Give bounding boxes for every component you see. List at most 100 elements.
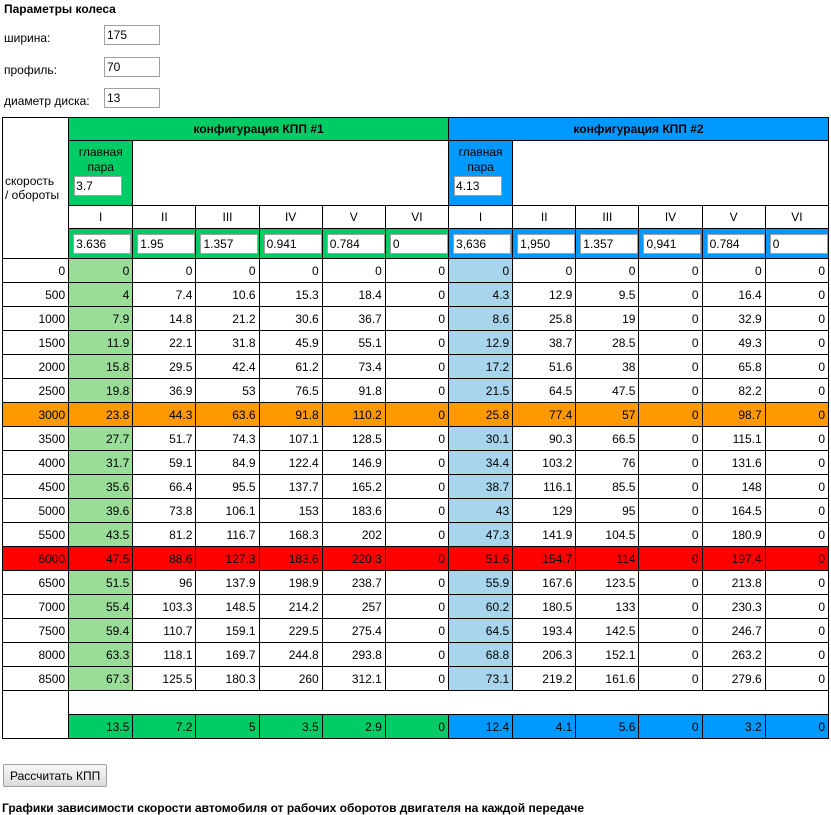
speed-cell: 51.7 xyxy=(132,426,197,451)
config1-gear-ratio-input[interactable] xyxy=(263,233,322,254)
config2-gear-ratio-input[interactable] xyxy=(706,233,765,254)
config1-main-pair-input[interactable] xyxy=(74,176,123,196)
footer-cell: 7.2 xyxy=(132,714,197,739)
table-row: 500 4 7.4 10.6 15.3 18.4 0 4.3 12.9 9.5 0 16.4 0 xyxy=(1,282,830,307)
speed-cell: 137.7 xyxy=(258,474,323,499)
speed-cell: 148.5 xyxy=(195,594,260,619)
config2-gear-ratio-input[interactable] xyxy=(580,233,638,254)
footer-cell: 0 xyxy=(384,714,450,739)
rpm-cell: 5500 xyxy=(1,522,70,547)
profile-label: профиль: xyxy=(4,63,58,77)
speed-cell: 116.7 xyxy=(195,522,260,547)
table-row: 1000 7.9 14.8 21.2 30.6 36.7 0 8.6 25.8 19 0 32.9 0 xyxy=(1,306,830,331)
speed-cell: 0 xyxy=(384,642,450,667)
gear-2-label: V xyxy=(701,205,766,229)
config1-gear-ratio-input[interactable] xyxy=(73,233,132,254)
footer-cell: 4.1 xyxy=(512,714,577,739)
config1-gear-ratio-input[interactable] xyxy=(137,233,195,254)
speed-cell: 95 xyxy=(575,498,640,523)
footer-cell: 2.9 xyxy=(321,714,386,739)
speed-cell: 0 xyxy=(764,546,830,571)
speed-cell: 68.8 xyxy=(448,642,514,667)
profile-input[interactable] xyxy=(104,57,160,77)
speed-cell: 38.7 xyxy=(512,330,577,355)
speed-cell: 180.9 xyxy=(701,522,766,547)
config2-blank xyxy=(512,140,829,206)
speed-cell: 73.8 xyxy=(132,498,197,523)
gear-ratio-cell xyxy=(384,228,450,259)
speed-cell: 0 xyxy=(384,330,450,355)
speed-cell: 82.2 xyxy=(701,378,766,403)
footer-cell: 0 xyxy=(638,714,703,739)
table-row: 5000 39.6 73.8 106.1 153 183.6 0 43 129 95 0 164.5 0 xyxy=(1,498,830,523)
gear-2-label: I xyxy=(448,205,514,229)
config1-gear-ratio-input[interactable] xyxy=(200,233,259,254)
speed-cell: 67.3 xyxy=(68,666,134,691)
speed-cell: 15.3 xyxy=(258,282,323,307)
config2-gear-ratio-input[interactable] xyxy=(769,233,828,254)
width-input[interactable] xyxy=(104,25,160,45)
footer-label-cell xyxy=(1,714,70,739)
speed-cell: 32.9 xyxy=(701,306,766,331)
gear-1-label: I xyxy=(68,205,134,229)
config2-gear-ratio-input[interactable] xyxy=(517,233,575,254)
speed-cell: 0 xyxy=(638,618,703,643)
speed-cell: 146.9 xyxy=(321,450,386,475)
table-row: 4000 31.7 59.1 84.9 122.4 146.9 0 34.4 103.2 76 0 1… xyxy=(1,450,830,475)
table-row: 6000 47.5 88.6 127.3 183.6 220.3 0 51.6 154.7 114… xyxy=(1,546,830,571)
footer-cell: 12.4 xyxy=(448,714,514,739)
gear-ratio-cell xyxy=(195,228,260,259)
rim-diameter-input[interactable] xyxy=(104,88,160,108)
rim-diameter-label: диаметр диска: xyxy=(4,94,90,108)
calculate-gearbox-button[interactable]: Рассчитать КПП xyxy=(3,764,108,787)
speed-cell: 0 xyxy=(638,594,703,619)
speed-cell: 0 xyxy=(638,498,703,523)
speed-cell: 0 xyxy=(638,306,703,331)
rpm-cell: 4000 xyxy=(1,450,70,475)
config2-main-pair-input[interactable] xyxy=(454,176,503,196)
footer-cell: 0 xyxy=(764,714,830,739)
speed-cell: 275.4 xyxy=(321,618,386,643)
speed-cell: 220.3 xyxy=(321,546,386,571)
speed-cell: 164.5 xyxy=(701,498,766,523)
speed-cell: 12.9 xyxy=(512,282,577,307)
speed-cell: 31.8 xyxy=(195,330,260,355)
speed-cell: 10.6 xyxy=(195,282,260,307)
speed-label: скорость xyxy=(5,174,55,188)
config1-gear-ratio-input[interactable] xyxy=(326,233,385,254)
speed-cell: 154.7 xyxy=(512,546,577,571)
gear-1-label: VI xyxy=(384,205,450,229)
speed-cell: 229.5 xyxy=(258,618,323,643)
speed-cell: 104.5 xyxy=(575,522,640,547)
speed-cell: 0 xyxy=(638,522,703,547)
speed-cell: 77.4 xyxy=(512,402,577,427)
speed-cell: 0 xyxy=(68,258,134,283)
speed-cell: 57 xyxy=(575,402,640,427)
speed-cell: 21.5 xyxy=(448,378,514,403)
table-row: 8500 67.3 125.5 180.3 260 312.1 0 73.1 219.2 161.… xyxy=(1,666,830,691)
speed-cell: 81.2 xyxy=(132,522,197,547)
rpm-cell: 3000 xyxy=(1,402,70,427)
config1-main-pair: главная пара xyxy=(68,140,134,206)
config2-gear-ratio-input[interactable] xyxy=(643,233,702,254)
speed-cell: 131.6 xyxy=(701,450,766,475)
speed-cell: 0 xyxy=(195,258,260,283)
config2-gear-ratio-input[interactable] xyxy=(453,233,512,254)
speed-cell: 88.6 xyxy=(132,546,197,571)
speed-cell: 0 xyxy=(764,450,830,475)
speed-cell: 0 xyxy=(764,306,830,331)
speed-cell: 0 xyxy=(258,258,323,283)
table-row: 1500 11.9 22.1 31.8 45.9 55.1 0 12.9 38.7 28.5 0 49… xyxy=(1,330,830,355)
rpm-cell: 2500 xyxy=(1,378,70,403)
gear-ratio-cell xyxy=(575,228,640,259)
speed-cell: 103.2 xyxy=(512,450,577,475)
config1-gear-ratio-input[interactable] xyxy=(389,233,448,254)
speed-cell: 0 xyxy=(638,378,703,403)
speed-cell: 141.9 xyxy=(512,522,577,547)
config1-blank xyxy=(132,140,450,206)
speed-cell: 42.4 xyxy=(195,354,260,379)
speed-cell: 96 xyxy=(132,570,197,595)
gear-2-label: II xyxy=(512,205,577,229)
speed-cell: 0 xyxy=(764,426,830,451)
speed-cell: 74.3 xyxy=(195,426,260,451)
